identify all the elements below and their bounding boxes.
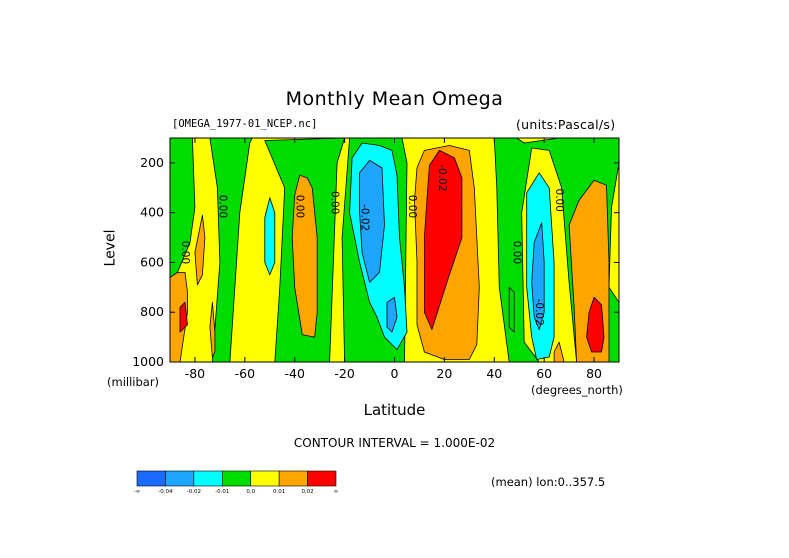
- contour-region-pos1-20: [553, 341, 565, 362]
- chart-title: Monthly Mean Omega: [285, 88, 504, 110]
- contour-region-pos1-17: [291, 174, 318, 338]
- colorbar-swatch-2: [193, 470, 223, 487]
- contour-label-1: 0.00: [216, 195, 228, 218]
- contour-region-pos2-21: [179, 301, 188, 333]
- colorbar-swatch-4: [250, 470, 280, 487]
- mean-subtitle: (mean) lon:0..357.5: [491, 475, 606, 489]
- colorbar-label-1: -0.04: [158, 489, 173, 495]
- colorbar-label-6: 0.02: [301, 489, 313, 495]
- contour-region-neg1-7: [508, 286, 515, 333]
- x-tick-label--80: -80: [185, 366, 205, 381]
- units-label: (units:Pascal/s): [516, 117, 616, 132]
- colorbar-label-3: -0.01: [215, 489, 229, 495]
- x-tick-label-80: 80: [586, 366, 602, 381]
- colorbar-swatch-3: [221, 470, 252, 487]
- dataset-name: [OMEGA_1977-01_NCEP.nc]: [172, 118, 318, 130]
- contour-region-neg2-8: [264, 197, 276, 276]
- contour-label-5: 0.00: [406, 195, 418, 218]
- contour-label-7: 0.00: [511, 241, 523, 264]
- contour-region-neg1-1: [170, 138, 196, 278]
- colorbar-label-0: -∞: [134, 489, 141, 495]
- y-tick-label-200: 200: [140, 155, 164, 170]
- contour-region-pos2-22: [423, 149, 463, 331]
- colorbar-label-4: 0.0: [246, 489, 255, 495]
- colorbar-label-7: ∞: [334, 489, 339, 495]
- y-axis-units: (millibar): [107, 375, 160, 389]
- colorbar-label-5: 0.01: [273, 489, 285, 495]
- x-tick-label--60: -60: [235, 366, 255, 381]
- contour-region-pos1-16: [209, 301, 216, 358]
- contour-label-layer: 0.00 0.00 0.00 0.00 -0.02 0.00 -0.02 0.00 -0.02 0…: [179, 164, 565, 326]
- x-tick-label--40: -40: [285, 366, 305, 381]
- contour-region-neg3-13: [531, 222, 545, 331]
- x-tick-label-40: 40: [486, 366, 502, 381]
- y-tick-label-600: 600: [140, 254, 164, 269]
- contour-interval-text: CONTOUR INTERVAL = 1.000E-02: [293, 436, 496, 450]
- contour-label-9: 0.00: [553, 189, 565, 212]
- x-tick-label-0: 0: [391, 366, 399, 381]
- colorbar-swatch-5: [278, 470, 308, 487]
- y-tick-label-400: 400: [140, 205, 164, 220]
- axes-layer: -80 -60 -40 -20 0 20 40 60 80 200 400 600 800 1000: [132, 138, 619, 381]
- contour-region-neg3-12: [386, 296, 398, 333]
- contour-label-6: -0.02: [436, 164, 448, 191]
- x-axis-units: (degrees_north): [531, 383, 623, 397]
- contour-label-8: -0.02: [533, 299, 545, 326]
- colorbar-swatch-0: [136, 470, 166, 487]
- colorbar-swatch-1: [165, 470, 195, 487]
- x-tick-label-60: 60: [536, 366, 552, 381]
- y-tick-label-1000: 1000: [132, 354, 164, 369]
- contour-region-neg3-11: [359, 159, 385, 283]
- x-tick-label-20: 20: [436, 366, 452, 381]
- contour-region-pos2-23: [586, 296, 605, 353]
- colorbar: -∞ -0.04 -0.02 -0.01 0.0 0.01 0.02 ∞: [134, 470, 339, 495]
- contour-label-0: 0.00: [179, 241, 191, 264]
- contour-label-2: 0.00: [294, 195, 306, 218]
- contour-region-pos1-14: [170, 271, 188, 362]
- x-axis-title: Latitude: [363, 401, 426, 419]
- contour-region-neg1-2: [209, 138, 253, 362]
- x-tick-label--20: -20: [334, 366, 354, 381]
- contour-label-3: 0.00: [329, 191, 341, 214]
- colorbar-swatch-6: [307, 470, 337, 487]
- contour-fill-layer: [170, 138, 619, 362]
- y-tick-label-800: 800: [140, 304, 164, 319]
- colorbar-label-2: -0.02: [187, 489, 201, 495]
- contour-label-4: -0.02: [359, 204, 371, 231]
- contour-region-pos1-15: [194, 214, 206, 286]
